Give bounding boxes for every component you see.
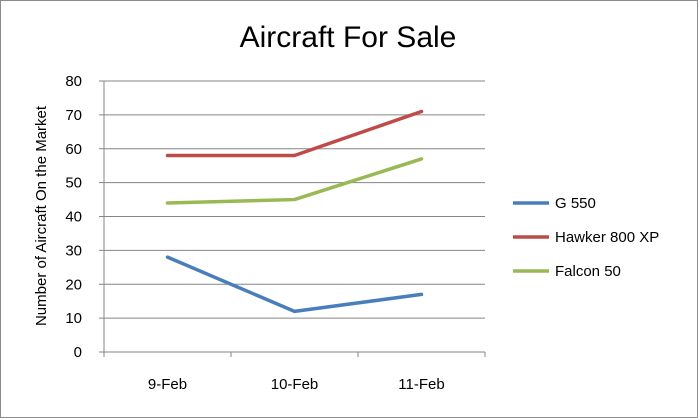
y-axis-ticks: 0 10 20 30 40 50 60 70 80 (65, 73, 104, 361)
x-tick-label: 11-Feb (398, 376, 444, 393)
y-tick-label: 70 (65, 107, 82, 124)
y-tick-label: 60 (65, 141, 82, 158)
data-point (293, 154, 296, 157)
legend: G 550 Hawker 800 XP Falcon 50 (513, 195, 659, 280)
legend-label: Falcon 50 (555, 263, 621, 280)
y-tick-label: 30 (65, 242, 82, 259)
series-line-2 (165, 157, 424, 205)
legend-label: Hawker 800 XP (555, 229, 659, 246)
y-axis-title: Number of Aircraft On the Market (33, 105, 50, 326)
data-point (166, 255, 169, 259)
x-tick-label: 10-Feb (271, 376, 319, 393)
series-lines (165, 109, 424, 314)
data-point (293, 198, 296, 201)
y-tick-label: 40 (65, 209, 82, 226)
x-tick-label: 9-Feb (148, 376, 187, 393)
chart-title: Aircraft For Sale (240, 21, 457, 54)
legend-label: G 550 (555, 195, 596, 212)
y-tick-label: 80 (65, 73, 82, 90)
x-axis-ticks: 9-Feb 10-Feb 11-Feb (103, 352, 486, 393)
data-point (166, 154, 169, 157)
y-tick-label: 10 (65, 310, 82, 327)
y-tick-label: 50 (65, 175, 82, 192)
data-point (420, 157, 423, 161)
data-point (166, 201, 169, 205)
data-point (420, 293, 423, 296)
y-tick-label: 0 (74, 344, 82, 361)
data-point (293, 310, 296, 313)
y-tick-label: 20 (65, 276, 82, 293)
data-point (420, 110, 423, 113)
